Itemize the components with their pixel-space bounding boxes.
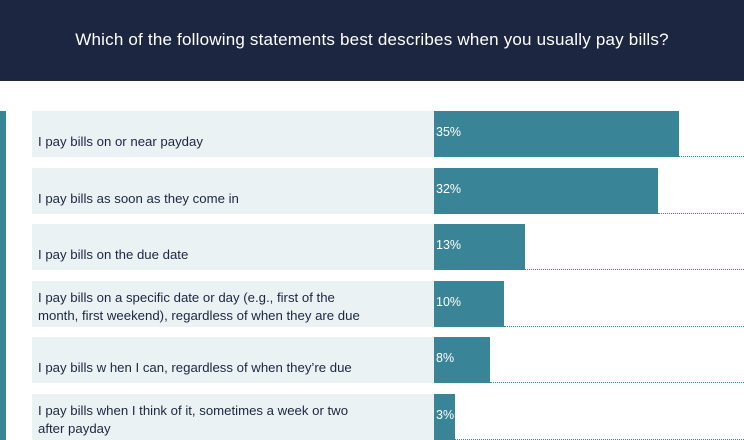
category-label: I pay bills on or near payday [32, 111, 434, 157]
category-label-text: I pay bills on or near payday [38, 134, 203, 149]
left-accent-bar [0, 111, 6, 440]
bar [434, 280, 504, 327]
category-label-text: I pay bills as soon as they come in [38, 190, 239, 206]
bar-value-label: 8% [436, 351, 455, 366]
row-dotted-guide [525, 269, 744, 271]
bar [434, 224, 525, 271]
category-label: I pay bills on the due date [32, 224, 434, 271]
category-label: I pay bills on a specific date or day (e… [32, 280, 434, 327]
row-dotted-guide [679, 156, 744, 157]
category-label: I pay bills when I think of it, sometime… [32, 394, 434, 440]
chart-title: Which of the following statements best d… [75, 29, 669, 49]
row-dotted-guide [504, 325, 744, 327]
category-label-text: I pay bills on the due date [38, 247, 189, 263]
bar [434, 111, 679, 157]
bar [434, 337, 490, 384]
category-label: I pay bills as soon as they come in [32, 167, 434, 214]
bar-value-label: 35% [436, 125, 462, 139]
bar [434, 394, 455, 440]
bar-value-label: 32% [436, 181, 462, 196]
bar-value-label: 3% [436, 408, 455, 422]
row-dotted-guide [490, 382, 744, 384]
row-dotted-guide [658, 212, 744, 214]
category-label-text: I pay bills when I think of it, sometime… [38, 403, 349, 436]
category-label-text: I pay bills on a specific date or day (e… [38, 289, 360, 323]
bar [434, 167, 658, 214]
bar-value-label: 10% [436, 294, 462, 309]
category-label: I pay bills w hen I can, regardless of w… [32, 337, 434, 384]
bar-value-label: 13% [436, 238, 462, 253]
chart-header: Which of the following statements best d… [0, 0, 744, 81]
category-label-text: I pay bills w hen I can, regardless of w… [38, 360, 352, 376]
